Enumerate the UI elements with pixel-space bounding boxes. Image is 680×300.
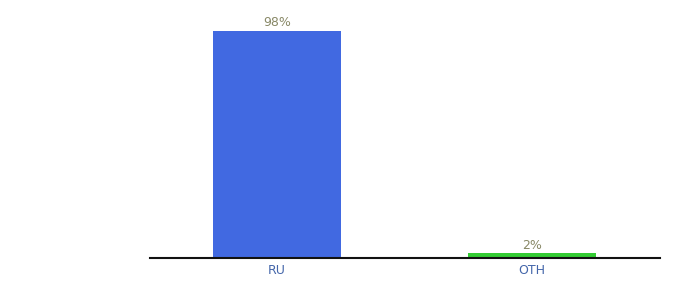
Bar — [214, 31, 341, 258]
Bar — [469, 254, 596, 258]
Text: 98%: 98% — [263, 16, 291, 29]
Text: 2%: 2% — [522, 238, 542, 251]
